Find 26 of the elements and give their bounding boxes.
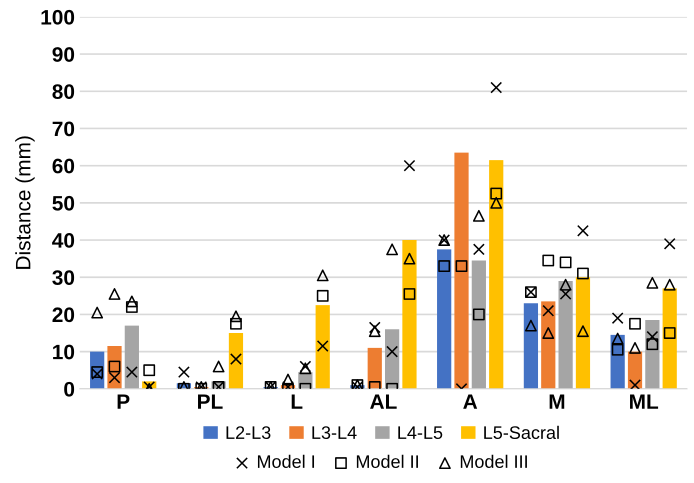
y-tick-label: 60	[52, 158, 74, 174]
y-tick-label: 100	[42, 10, 74, 25]
y-tick-label: 70	[52, 121, 74, 136]
x-tick-label: M	[550, 394, 564, 409]
legend-label: L4-L5	[398, 426, 442, 440]
x-tick-label: AL	[370, 394, 397, 409]
y-tick-label: 10	[53, 344, 74, 360]
y-axis-title: Distance (mm)	[15, 136, 35, 269]
y-tick-label: 20	[52, 307, 74, 322]
legend-label: L5-Sacral	[484, 426, 559, 440]
y-tick-label: 50	[52, 196, 74, 211]
legend-label: Model III	[460, 454, 527, 468]
y-tick-label: 30	[52, 270, 74, 286]
x-tick-label: ML	[630, 394, 658, 409]
x-tick-label: PL	[198, 394, 223, 409]
y-tick-label: 0	[64, 382, 74, 397]
legend-label: Model I	[258, 454, 314, 468]
y-tick-label: 40	[52, 233, 74, 248]
x-tick-label: L	[292, 394, 302, 409]
y-tick-label: 90	[52, 47, 74, 62]
y-tick-label: 80	[52, 84, 74, 100]
legend-label: Model II	[356, 454, 418, 468]
x-tick-label: P	[118, 394, 130, 409]
legend-label: L2-L3	[226, 426, 270, 440]
x-tick-label: A	[463, 394, 478, 409]
legend-label: L3-L4	[312, 426, 357, 440]
